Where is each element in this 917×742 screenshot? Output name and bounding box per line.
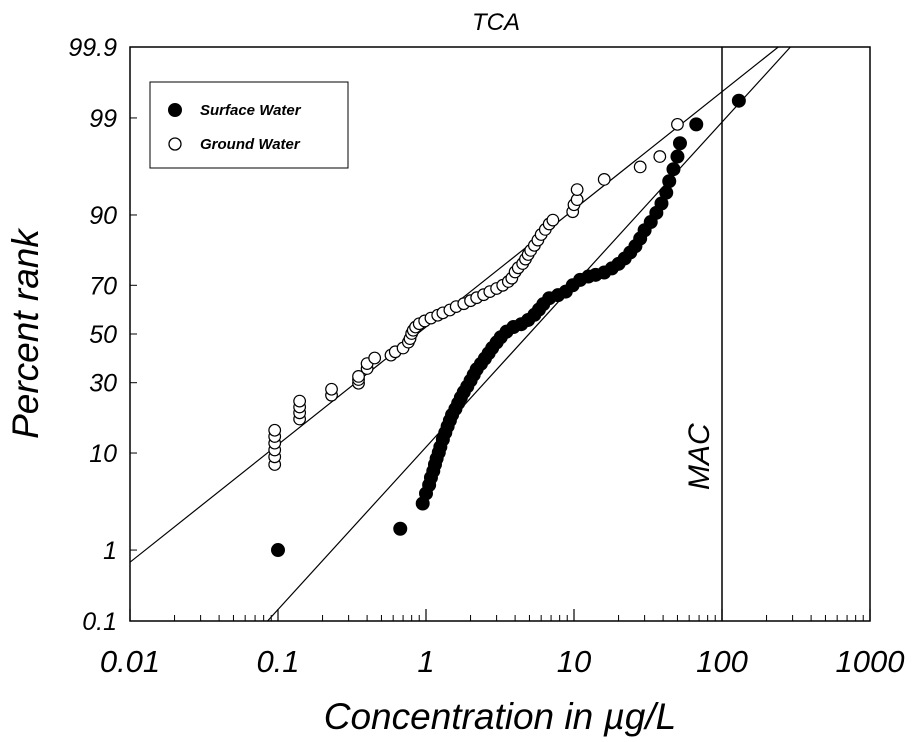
x-axis: 0.01 0.1 1 10 100 1000 — [100, 609, 905, 679]
surface-water-point — [666, 162, 681, 177]
ground-water-point — [633, 160, 647, 174]
y-axis: 0.1 1 10 30 50 70 90 99 99.9 — [68, 34, 137, 636]
chart-title: TCA — [472, 9, 520, 36]
x-tick-label: 0.01 — [100, 644, 160, 679]
mac-label: MAC — [683, 423, 716, 490]
ground-water-points — [268, 117, 684, 471]
y-tick-label: 0.1 — [82, 608, 117, 636]
ground-water-point — [325, 382, 338, 396]
y-tick-label: 70 — [89, 272, 117, 300]
y-tick-label: 99.9 — [68, 34, 117, 62]
legend-box — [149, 81, 349, 169]
x-tick-label: 1000 — [836, 644, 905, 679]
surface-water-point — [672, 136, 687, 151]
surface-water-point — [731, 93, 746, 108]
y-tick-label: 1 — [103, 537, 117, 565]
legend-marker-surface-water — [168, 103, 182, 117]
surface-water-points — [271, 93, 746, 558]
surface-water-point — [659, 185, 674, 200]
mac-reference: MAC — [683, 47, 723, 621]
ground-water-point — [546, 213, 560, 227]
x-tick-label: 100 — [696, 644, 748, 679]
ground-water-point — [570, 183, 584, 197]
ground-water-point — [352, 370, 365, 383]
y-tick-label: 99 — [89, 105, 117, 133]
y-tick-label: 10 — [89, 440, 117, 468]
ground-water-point — [597, 173, 611, 186]
legend-marker-ground-water — [168, 137, 182, 151]
ground-water-point — [268, 423, 282, 437]
y-axis-label: Percent rank — [5, 227, 46, 439]
x-tick-label: 0.1 — [256, 644, 299, 679]
x-tick-label: 10 — [557, 644, 591, 679]
y-tick-label: 50 — [89, 321, 117, 349]
x-tick-label: 1 — [417, 644, 434, 679]
surface-water-point — [670, 149, 685, 164]
legend-label-ground-water: Ground Water — [200, 136, 301, 153]
ground-water-point — [368, 351, 382, 365]
x-axis-label: Concentration in µg/L — [324, 696, 676, 737]
surface-water-point — [689, 117, 704, 132]
legend-label-surface-water: Surface Water — [200, 102, 302, 119]
ground-water-point — [671, 117, 684, 131]
y-tick-label: 30 — [89, 370, 117, 398]
surface-water-point — [662, 174, 677, 189]
legend: Surface Water Ground Water — [149, 81, 349, 169]
y-tick-label: 90 — [89, 202, 117, 230]
ground-water-point — [293, 394, 307, 408]
fit-line — [267, 47, 791, 621]
ground-water-point — [653, 150, 667, 163]
surface-water-point — [271, 543, 285, 558]
surface-water-point — [393, 521, 408, 536]
